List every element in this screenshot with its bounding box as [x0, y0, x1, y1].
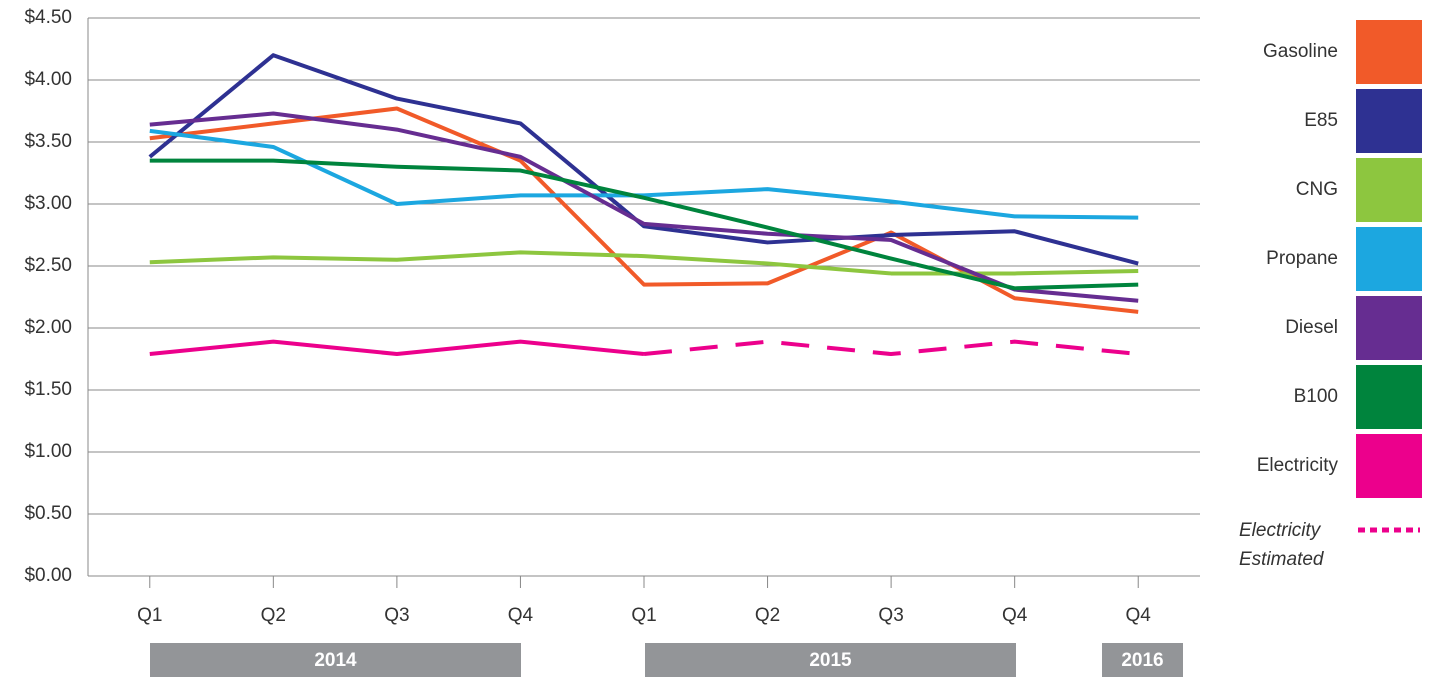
legend-swatch	[1356, 89, 1422, 153]
y-tick-label: $3.00	[24, 193, 72, 214]
x-tick-label: Q3	[384, 605, 409, 626]
y-tick-label: $4.50	[24, 7, 72, 28]
y-tick-label: $4.00	[24, 69, 72, 90]
x-tick-label: Q2	[261, 605, 286, 626]
x-tick-label: Q4	[508, 605, 534, 626]
legend-swatch	[1356, 434, 1422, 498]
series-line	[149, 158, 1139, 291]
x-tick-label: Q1	[137, 605, 162, 626]
legend-label: Electricity	[1256, 455, 1338, 476]
legend-label: B100	[1293, 386, 1338, 407]
series-line	[149, 339, 645, 357]
legend-swatch	[1356, 158, 1422, 222]
x-tick-label: Q2	[755, 605, 780, 626]
x-tick-label: Q4	[1002, 605, 1028, 626]
legend-label: E85	[1304, 110, 1338, 131]
y-tick-label: $2.50	[24, 255, 72, 276]
x-tick-label: Q4	[1126, 605, 1152, 626]
legend-swatch	[1356, 296, 1422, 360]
y-tick-label: $1.50	[24, 379, 72, 400]
legend-label: Propane	[1266, 248, 1338, 269]
y-tick-label: $0.00	[24, 565, 72, 586]
legend-label: CNG	[1295, 179, 1338, 200]
series-line	[149, 111, 1139, 303]
year-bar	[150, 643, 521, 677]
series-line	[149, 250, 1139, 276]
y-tick-label: $3.50	[24, 131, 72, 152]
year-bar	[645, 643, 1016, 677]
legend-label: Electricity Estimated	[1239, 520, 1324, 570]
series-line	[148, 53, 1139, 266]
legend-swatch	[1356, 227, 1422, 291]
year-label: 2016	[1121, 650, 1163, 671]
legend-label: Gasoline	[1263, 41, 1338, 62]
year-bar	[1102, 643, 1183, 677]
year-label: 2014	[314, 650, 357, 671]
legend-label: Diesel	[1285, 317, 1338, 338]
y-tick-label: $2.00	[24, 317, 72, 338]
series-line	[643, 339, 1139, 357]
legend-swatch	[1356, 20, 1422, 84]
x-tick-label: Q1	[631, 605, 656, 626]
y-tick-label: $0.50	[24, 503, 72, 524]
series-line	[149, 128, 1139, 220]
year-label: 2015	[809, 650, 852, 671]
y-tick-label: $1.00	[24, 441, 72, 462]
x-tick-label: Q3	[878, 605, 903, 626]
legend-swatch	[1356, 365, 1422, 429]
